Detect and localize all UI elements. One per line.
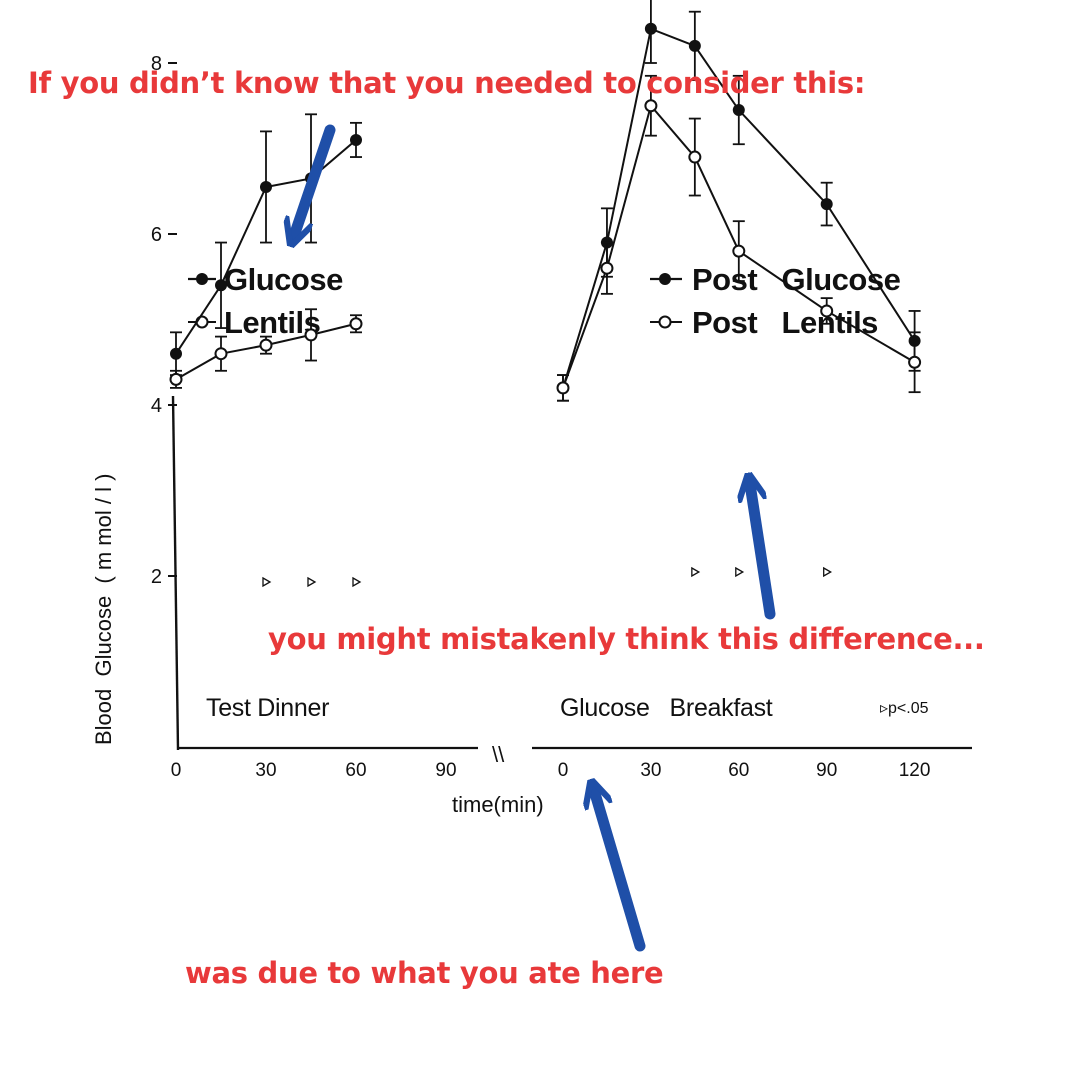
significance-marker (735, 566, 745, 578)
data-point-open (349, 317, 363, 331)
legend-label-glucose: Glucose (224, 262, 343, 297)
panel-label-test-dinner: Test Dinner (206, 694, 329, 722)
y-tick-label: 2 (151, 566, 162, 588)
data-point-open (169, 372, 183, 386)
annotation-middle: you might mistakenly think this differen… (268, 622, 985, 656)
data-point-open (556, 381, 570, 395)
annotation-top: If you didn’t know that you needed to co… (28, 66, 866, 100)
significance-marker (352, 576, 362, 588)
arrow-to-difference (750, 484, 776, 620)
x-tick-label: 90 (816, 760, 837, 781)
legend-right: Post Glucose Post Lentils (650, 262, 901, 340)
y-ticks: 2 4 6 8 (151, 53, 177, 588)
x-tick-label: 90 (435, 760, 456, 781)
data-point-open (600, 261, 614, 275)
legend-label-post-lentils: Post Lentils (692, 305, 878, 340)
x-tick-label: 30 (255, 760, 276, 781)
y-tick-label: 8 (151, 53, 162, 75)
x-ticks: 0 30 60 90 0 30 60 90 120 (171, 760, 931, 781)
data-point-open (214, 347, 228, 361)
panel-label-glucose-breakfast: Glucose Breakfast (560, 694, 773, 722)
x-tick-label: 120 (899, 760, 931, 781)
data-point-filled (644, 22, 657, 35)
arrow-to-legend (294, 124, 336, 236)
significance-marker (262, 576, 272, 588)
axes: \\ 2 4 6 8 0 30 60 90 0 30 60 90 120 Blood Glucose … (91, 53, 972, 817)
x-axis-title: time(min) (452, 792, 544, 817)
x-tick-label: 0 (171, 760, 182, 781)
series-open-panel-2 (556, 74, 922, 402)
data-point-filled (170, 347, 182, 360)
data-point-open (908, 355, 922, 369)
x-tick-label: 30 (640, 760, 661, 781)
x-tick-label: 60 (728, 760, 749, 781)
series-open-panel-1 (169, 308, 363, 389)
data-point-open (259, 338, 273, 352)
legend-item-post-glucose: Post Glucose (650, 262, 901, 297)
y-axis-line (171, 395, 180, 751)
data-point-filled (350, 133, 362, 146)
data-point-filled (732, 104, 745, 117)
x-tick-label: 60 (345, 760, 366, 781)
legend-marker-filled (196, 273, 208, 285)
y-tick-label: 6 (151, 224, 162, 246)
annotation-bottom: was due to what you ate here (185, 956, 664, 990)
legend-item-lentils: Lentils (188, 305, 321, 340)
plot-layer (169, 0, 922, 588)
legend-marker-open (195, 315, 209, 329)
series-filled-panel-2 (557, 0, 921, 402)
data-point-filled (260, 180, 272, 193)
data-point-filled (688, 39, 701, 52)
significance-marker (691, 566, 701, 578)
legend-item-glucose: Glucose (188, 262, 344, 297)
axis-break-symbol: \\ (492, 742, 505, 767)
legend-marker-open (658, 315, 672, 329)
arrow-to-dinner (594, 790, 646, 952)
legend-item-post-lentils: Post Lentils (650, 305, 878, 340)
data-point-open (732, 244, 746, 258)
significance-legend: ▹p<.05 (880, 700, 929, 717)
y-axis-title: Blood Glucose ( m mol / l ) (91, 474, 116, 745)
data-point-open (820, 304, 834, 318)
significance-marker (823, 566, 833, 578)
annotation-arrows (294, 124, 776, 952)
y-tick-label: 4 (151, 395, 162, 417)
data-point-filled (215, 279, 227, 292)
data-point-open (644, 99, 658, 113)
legend-label-post-glucose: Post Glucose (692, 262, 901, 297)
data-point-filled (820, 198, 833, 211)
x-tick-label: 0 (558, 760, 569, 781)
significance-marker (307, 576, 317, 588)
data-point-open (304, 328, 318, 342)
legend-marker-filled (659, 273, 671, 285)
data-point-open (688, 150, 702, 164)
